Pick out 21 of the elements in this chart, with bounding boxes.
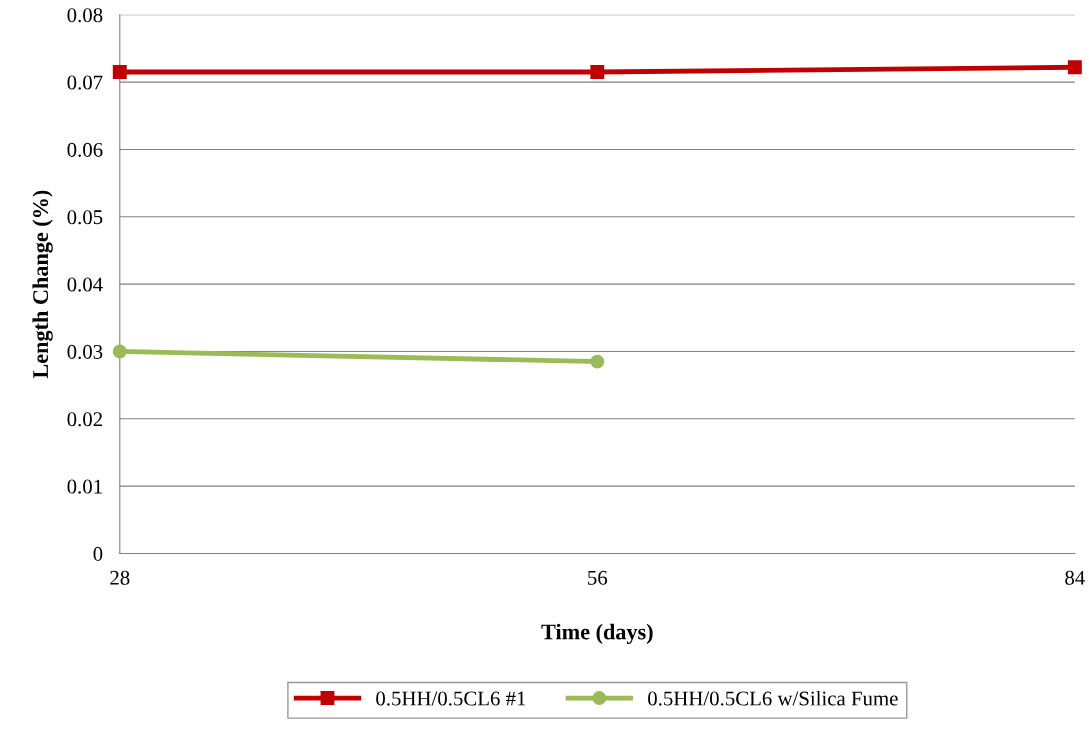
y-tick-label: 0.05	[67, 210, 103, 225]
legend-label: 0.5HH/0.5CL6 #1	[376, 691, 526, 706]
x-tick-label: 84	[1065, 570, 1085, 585]
y-axis-title: Length Change (%)	[32, 190, 53, 379]
point	[590, 354, 605, 369]
y-tick-label: 0.08	[67, 8, 103, 23]
y-tick-label: 0.07	[67, 75, 103, 90]
x-tick-label: 56	[588, 570, 608, 585]
point	[112, 65, 127, 79]
x-tick-label: 28	[110, 570, 130, 585]
point	[112, 344, 127, 359]
y-tick-label: 0	[93, 546, 103, 561]
y-tick-label: 0.01	[67, 479, 102, 494]
point	[1067, 60, 1082, 75]
y-tick-label: 0.04	[67, 277, 103, 292]
y-tick-label: 0.03	[67, 344, 103, 359]
point	[590, 65, 605, 79]
legend-label: 0.5HH/0.5CL6 w/Silica Fume	[648, 690, 898, 706]
y-tick-label: 0.02	[67, 412, 102, 427]
y-tick-label: 0.06	[67, 142, 103, 157]
x-axis-title: Time (days)	[541, 623, 653, 644]
